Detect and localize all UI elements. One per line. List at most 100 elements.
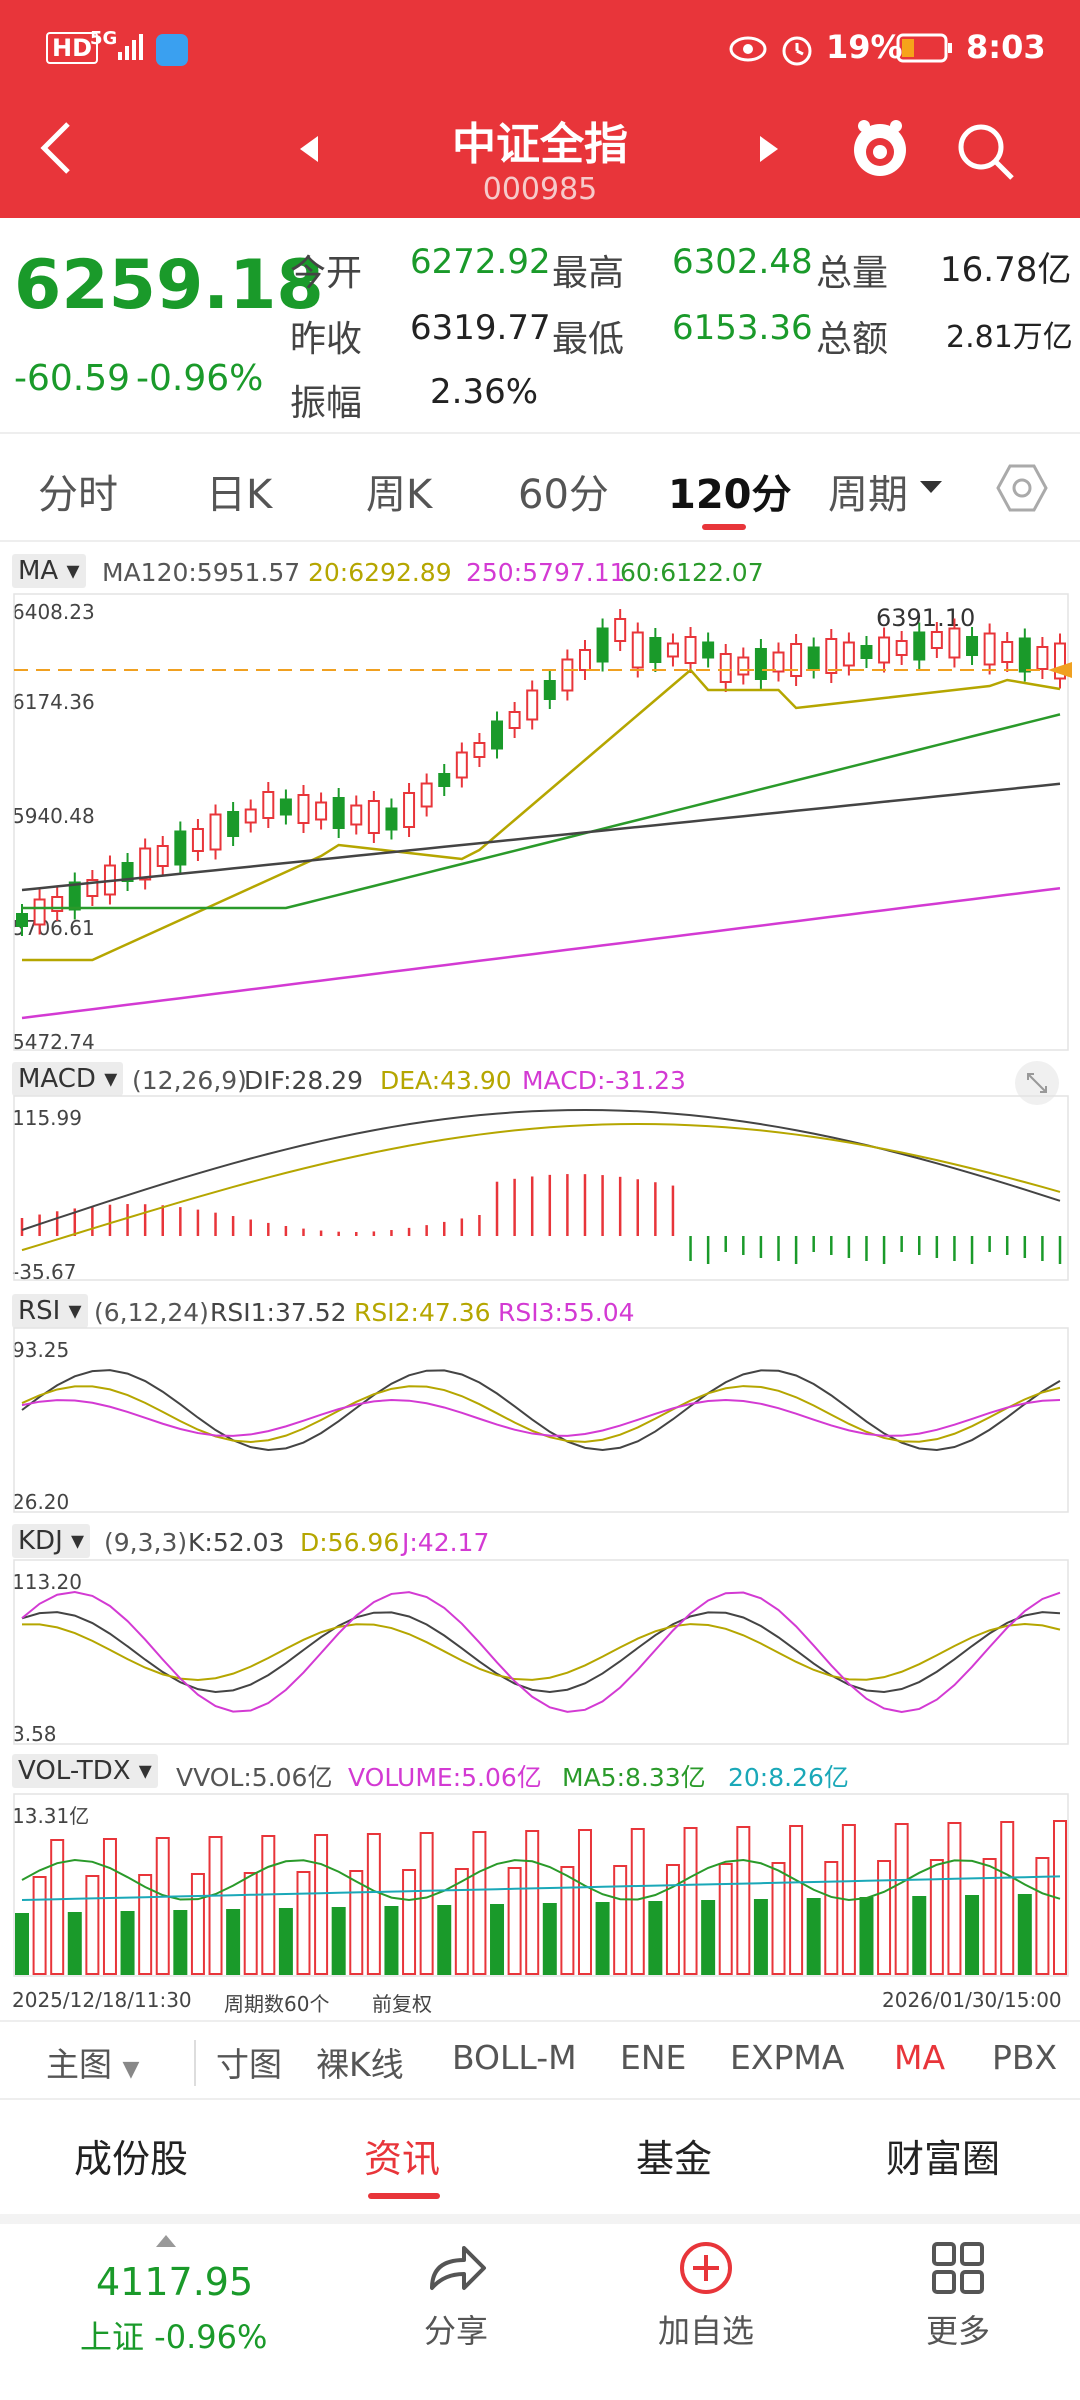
candle-body xyxy=(966,636,979,656)
volume-bar xyxy=(542,1903,557,1975)
back-button[interactable] xyxy=(36,118,76,182)
tab-120min[interactable]: 120分 xyxy=(668,472,792,518)
indicator-item[interactable]: PBX xyxy=(992,2038,1058,2077)
tab-intraday[interactable]: 分时 xyxy=(38,472,118,518)
volume-bar xyxy=(718,1863,733,1975)
share-button[interactable]: 分享 xyxy=(423,2312,488,2350)
clock: 8:03 xyxy=(966,28,1046,66)
tab-funds[interactable]: 基金 xyxy=(636,2137,713,2181)
share-icon[interactable] xyxy=(424,2240,488,2300)
indicator-item[interactable]: 寸图 xyxy=(216,2045,282,2084)
ma250-value: 250:5797.11 xyxy=(466,558,626,587)
indicator-item[interactable]: EXPMA xyxy=(730,2038,845,2077)
peak-price-label: 6391.10 xyxy=(876,604,976,632)
tab-daily[interactable]: 日K xyxy=(206,472,273,518)
add-watchlist-button[interactable]: 加自选 xyxy=(657,2312,754,2350)
candle-body xyxy=(455,751,468,779)
more-button[interactable]: 更多 xyxy=(925,2312,990,2350)
volume-bar xyxy=(278,1908,293,1975)
settings-hexagon-icon[interactable] xyxy=(996,462,1048,518)
tab-constituents[interactable]: 成份股 xyxy=(74,2137,189,2181)
tab-60min[interactable]: 60分 xyxy=(518,472,609,518)
vol-ma20-line xyxy=(21,1875,1061,1901)
volume-select[interactable]: VOL-TDX ▾ xyxy=(12,1754,158,1788)
vol-ma5-line xyxy=(21,1859,1061,1902)
axis-start-time: 2025/12/18/11:30 xyxy=(12,1988,192,2012)
kline-chart-canvas[interactable] xyxy=(0,0,1080,2010)
candle-body xyxy=(332,797,345,829)
candle-body xyxy=(174,830,187,866)
candle-body xyxy=(578,649,591,671)
mascot-icon[interactable] xyxy=(848,116,912,190)
amplitude-label: 振幅 xyxy=(290,383,363,424)
app-notification-icon xyxy=(156,34,188,66)
volume-bar xyxy=(595,1902,610,1975)
open-label: 今开 xyxy=(290,253,363,294)
tab-community[interactable]: 财富圈 xyxy=(886,2137,1001,2181)
volume-bar xyxy=(402,1869,417,1975)
main-chart-select-label: 主图 xyxy=(46,2045,112,2084)
price-change: -60.59 xyxy=(14,358,131,399)
market-index-label[interactable]: 上证 -0.96% xyxy=(80,2318,268,2356)
prev-close-value: 6319.77 xyxy=(410,308,551,348)
kdj-j-line xyxy=(21,1591,1061,1714)
macd-value: MACD:-31.23 xyxy=(522,1066,686,1095)
search-icon[interactable] xyxy=(954,120,1018,188)
volume-bar xyxy=(454,1868,469,1975)
market-index-value[interactable]: 4117.95 xyxy=(96,2260,254,2304)
tab-news[interactable]: 资讯 xyxy=(364,2137,441,2181)
kdj-select-label: KDJ xyxy=(18,1526,63,1556)
kdj-select[interactable]: KDJ ▾ xyxy=(12,1524,91,1558)
volume-bar xyxy=(384,1906,399,1975)
indicator-item[interactable]: BOLL-M xyxy=(452,2038,577,2077)
tab-period[interactable]: 周期 xyxy=(828,472,908,518)
expand-icon[interactable] xyxy=(1014,1060,1060,1110)
signal-icon xyxy=(116,32,146,66)
main-chart-select[interactable]: 主图 ▼ xyxy=(46,2038,139,2086)
volume-bar xyxy=(472,1831,487,1975)
candle-body xyxy=(350,804,363,826)
price-change-pct: -0.96% xyxy=(136,358,264,399)
volume-bar xyxy=(560,1866,575,1975)
candle-body xyxy=(438,773,451,787)
prev-index-button[interactable] xyxy=(298,134,320,168)
volume-bar xyxy=(208,1836,223,1975)
macd-dif: DIF:28.29 xyxy=(244,1066,364,1095)
add-watchlist-icon[interactable] xyxy=(678,2240,734,2300)
volume-bar xyxy=(67,1912,82,1975)
indicator-item[interactable]: 裸K线 xyxy=(316,2045,404,2084)
candle-body xyxy=(948,627,961,659)
candle-body xyxy=(508,711,521,729)
divider xyxy=(0,540,1080,542)
candle-body xyxy=(473,742,486,758)
volume-bar xyxy=(947,1822,962,1975)
kdj-axis-bottom: 3.58 xyxy=(12,1722,57,1746)
high-value: 6302.48 xyxy=(672,242,813,282)
signal-label: 5G xyxy=(90,28,118,49)
candle-body xyxy=(86,879,99,897)
main-indicator-select[interactable]: MA ▾ xyxy=(12,554,86,588)
candle-body xyxy=(139,847,152,881)
candle-body xyxy=(666,642,679,658)
more-grid-icon[interactable] xyxy=(930,2240,986,2300)
volume-bar xyxy=(1035,1857,1050,1975)
indicator-item-active[interactable]: MA xyxy=(894,2038,946,2077)
volume-bar xyxy=(965,1895,980,1975)
candle-body xyxy=(491,720,504,750)
candle-body xyxy=(526,689,539,721)
ma-axis-label: 6408.23 xyxy=(12,600,95,624)
rsi-select[interactable]: RSI ▾ xyxy=(12,1294,88,1328)
rsi-params: (6,12,24) xyxy=(94,1298,209,1327)
volume-bar xyxy=(859,1897,874,1975)
candle-body xyxy=(649,637,662,663)
candle-body xyxy=(737,656,750,676)
macd-select[interactable]: MACD ▾ xyxy=(12,1062,124,1096)
next-index-button[interactable] xyxy=(758,134,780,168)
vol-ma20: 20:8.26亿 xyxy=(728,1763,849,1792)
ma20-value: 20:6292.89 xyxy=(308,558,452,587)
indicator-item[interactable]: ENE xyxy=(620,2038,687,2077)
page-title: 中证全指 xyxy=(452,119,628,170)
volume-bar xyxy=(877,1860,892,1975)
candle-body xyxy=(315,801,328,821)
tab-weekly[interactable]: 周K xyxy=(366,472,433,518)
